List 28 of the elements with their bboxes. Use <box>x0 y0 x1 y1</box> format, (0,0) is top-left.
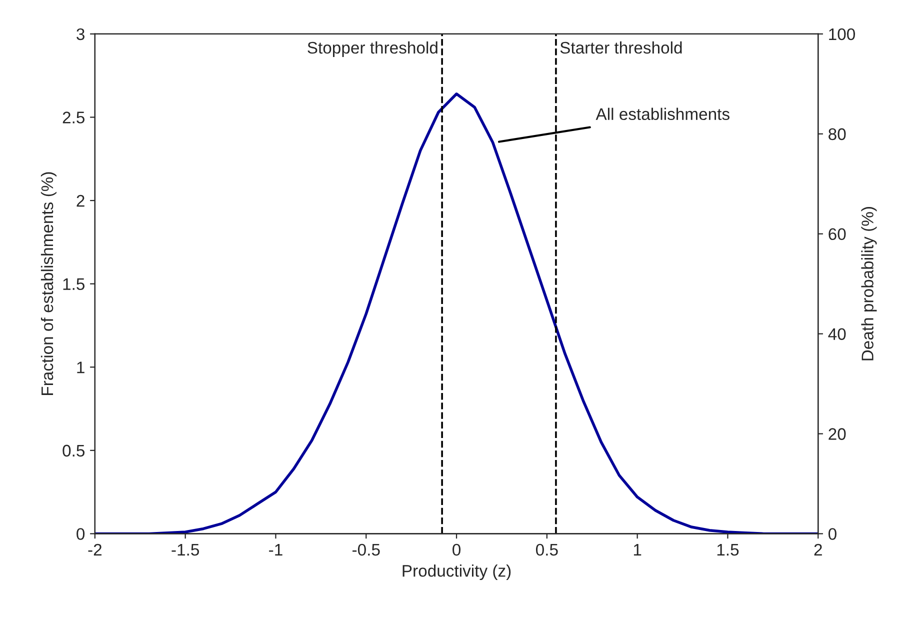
y-tick-label: 0 <box>76 528 85 540</box>
y-tick-label: 2 <box>76 194 84 207</box>
x-tick-label: 2 <box>814 544 822 556</box>
x-tick-label: 0 <box>452 544 461 556</box>
x-axis-title: Productivity (z) <box>402 564 511 580</box>
ref-line-label: Stopper threshold <box>308 41 438 57</box>
y2-tick-label: 80 <box>828 128 846 140</box>
x-tick-label: 0.5 <box>536 544 558 556</box>
y-tick-label: 1 <box>77 362 84 374</box>
y-tick-label: 2.5 <box>62 112 84 124</box>
ref-line-label: Starter threshold <box>560 41 682 54</box>
y2-axis-title: Death probability (%) <box>861 207 877 360</box>
x-tick-label: -0.5 <box>352 544 380 556</box>
y2-tick-label: 40 <box>828 328 846 340</box>
y-tick-label: 0.5 <box>62 444 84 457</box>
y-tick-label: 1.5 <box>63 278 84 290</box>
x-tick-label: -2 <box>88 544 102 556</box>
y2-tick-label: 0 <box>828 528 836 540</box>
y2-tick-label: 100 <box>829 28 855 40</box>
y2-tick-label: 20 <box>828 428 846 440</box>
y2-tick-label: 60 <box>828 228 846 240</box>
x-tick-label: -1.5 <box>172 544 199 556</box>
y-tick-label: 3 <box>76 28 84 40</box>
x-tick-label: -1 <box>269 544 282 556</box>
y-axis-title: Fraction of establishments (%) <box>40 172 56 395</box>
x-tick-label: 1 <box>634 544 642 556</box>
annotation: All establishments <box>596 108 730 120</box>
x-tick-label: 1.5 <box>717 544 739 556</box>
